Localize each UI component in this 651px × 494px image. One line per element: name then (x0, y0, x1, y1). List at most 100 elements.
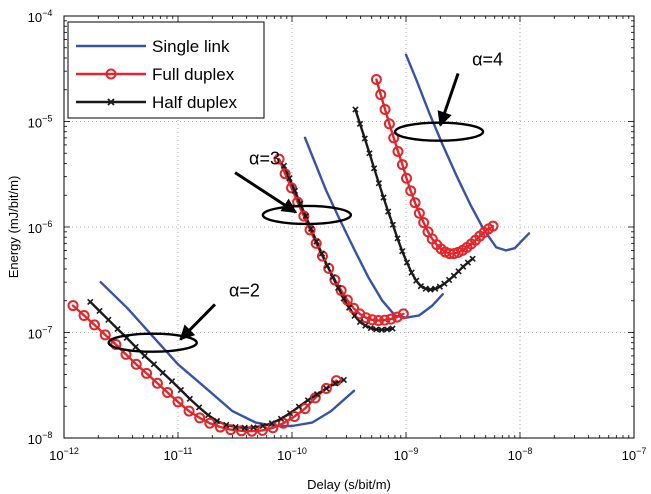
x-tick-label: 10−10 (277, 446, 307, 463)
legend-label-single-link: Single link (152, 37, 230, 56)
x-tick-label: 10−9 (394, 446, 419, 463)
point-full-duplex (279, 168, 291, 180)
point-full-duplex (388, 132, 400, 144)
point-half-duplex (399, 248, 406, 255)
point-full-duplex (373, 314, 385, 326)
point-full-duplex (172, 396, 184, 408)
y-tick-label: 10−5 (28, 114, 53, 131)
annotation-ellipse (261, 204, 353, 226)
x-tick-label: 10−7 (622, 446, 647, 463)
point-half-duplex (205, 411, 212, 419)
point-full-duplex (360, 312, 372, 324)
point-full-duplex (130, 358, 142, 370)
point-half-duplex (403, 259, 411, 266)
point-half-duplex (186, 395, 193, 403)
point-full-duplex (288, 410, 300, 422)
point-half-duplex (366, 150, 373, 157)
point-half-duplex (323, 385, 330, 392)
point-half-duplex (213, 417, 221, 425)
point-half-duplex (436, 283, 443, 290)
annotation-arrow (179, 303, 217, 341)
point-half-duplex (345, 304, 353, 311)
point-full-duplex (183, 405, 195, 417)
point-half-duplex (394, 235, 401, 242)
point-half-duplex (389, 325, 396, 332)
point-full-duplex (310, 237, 322, 249)
point-half-duplex (332, 380, 339, 387)
point-half-duplex (286, 175, 293, 182)
point-half-duplex (232, 423, 239, 431)
x-axis-label: Delay (s/bit/m) (307, 477, 391, 492)
point-half-duplex (445, 276, 453, 284)
annotation-arrow (437, 72, 460, 127)
point-half-duplex (373, 326, 380, 333)
point-half-duplex (286, 409, 294, 417)
point-full-duplex (366, 314, 378, 326)
line-full-duplex (375, 78, 495, 255)
point-half-duplex (340, 376, 348, 384)
annotation-ellipse (107, 332, 198, 353)
line-full-duplex (71, 304, 338, 433)
legend-label-half-duplex: Half duplex (152, 93, 238, 112)
x-tick-label: 10−11 (163, 446, 192, 463)
point-half-duplex (417, 282, 425, 290)
point-full-duplex (194, 412, 206, 424)
point-full-duplex (397, 308, 409, 320)
point-full-duplex (151, 377, 163, 389)
point-full-duplex (375, 89, 387, 101)
annotation-label: α=3 (249, 149, 280, 169)
annotation-arrow (234, 171, 298, 214)
point-half-duplex (223, 421, 230, 429)
point-half-duplex (422, 285, 429, 292)
y-tick-label: 10−7 (28, 325, 53, 342)
point-half-duplex (334, 284, 342, 292)
annotation-label: α=2 (229, 280, 260, 300)
point-half-duplex (313, 391, 321, 398)
point-half-duplex (280, 162, 288, 169)
point-full-duplex (413, 207, 425, 219)
point-half-duplex (132, 343, 139, 351)
point-half-duplex (295, 403, 303, 410)
annotations: α=2 α=3 α=4 (107, 49, 503, 353)
point-full-duplex (67, 300, 79, 312)
point-half-duplex (340, 295, 347, 302)
point-half-duplex (459, 263, 467, 270)
point-full-duplex (405, 185, 417, 197)
point-half-duplex (307, 225, 315, 233)
point-half-duplex (141, 352, 148, 360)
point-full-duplex (370, 74, 382, 86)
annotation-label: α=4 (472, 49, 503, 69)
point-half-duplex (367, 324, 374, 332)
line-single-link (404, 53, 531, 252)
point-full-duplex (392, 145, 404, 157)
point-full-duplex (379, 103, 391, 115)
point-half-duplex (356, 318, 364, 326)
point-half-duplex (277, 415, 285, 422)
point-half-duplex (250, 424, 257, 431)
point-full-duplex (99, 329, 111, 341)
legend-label-full-duplex: Full duplex (152, 65, 235, 84)
point-full-duplex (487, 220, 499, 232)
y-tick-label: 10−6 (28, 219, 53, 236)
point-half-duplex (96, 307, 103, 315)
point-half-duplex (150, 361, 158, 368)
x-tick-label: 10−8 (508, 446, 533, 463)
point-half-duplex (375, 180, 383, 187)
point-full-duplex (409, 197, 421, 209)
point-full-duplex (162, 386, 174, 398)
point-half-duplex (352, 106, 359, 113)
point-half-duplex (431, 285, 439, 292)
point-half-duplex (177, 386, 185, 394)
legend-marker-full-duplex (105, 68, 117, 80)
point-full-duplex (110, 338, 122, 350)
point-half-duplex (413, 277, 420, 284)
point-full-duplex (277, 417, 289, 429)
point-half-duplex (241, 424, 248, 431)
point-full-duplex (88, 319, 100, 331)
point-half-duplex (370, 165, 378, 172)
point-full-duplex (320, 382, 332, 394)
point-half-duplex (389, 221, 397, 228)
point-half-duplex (356, 120, 364, 128)
point-half-duplex (105, 316, 112, 323)
